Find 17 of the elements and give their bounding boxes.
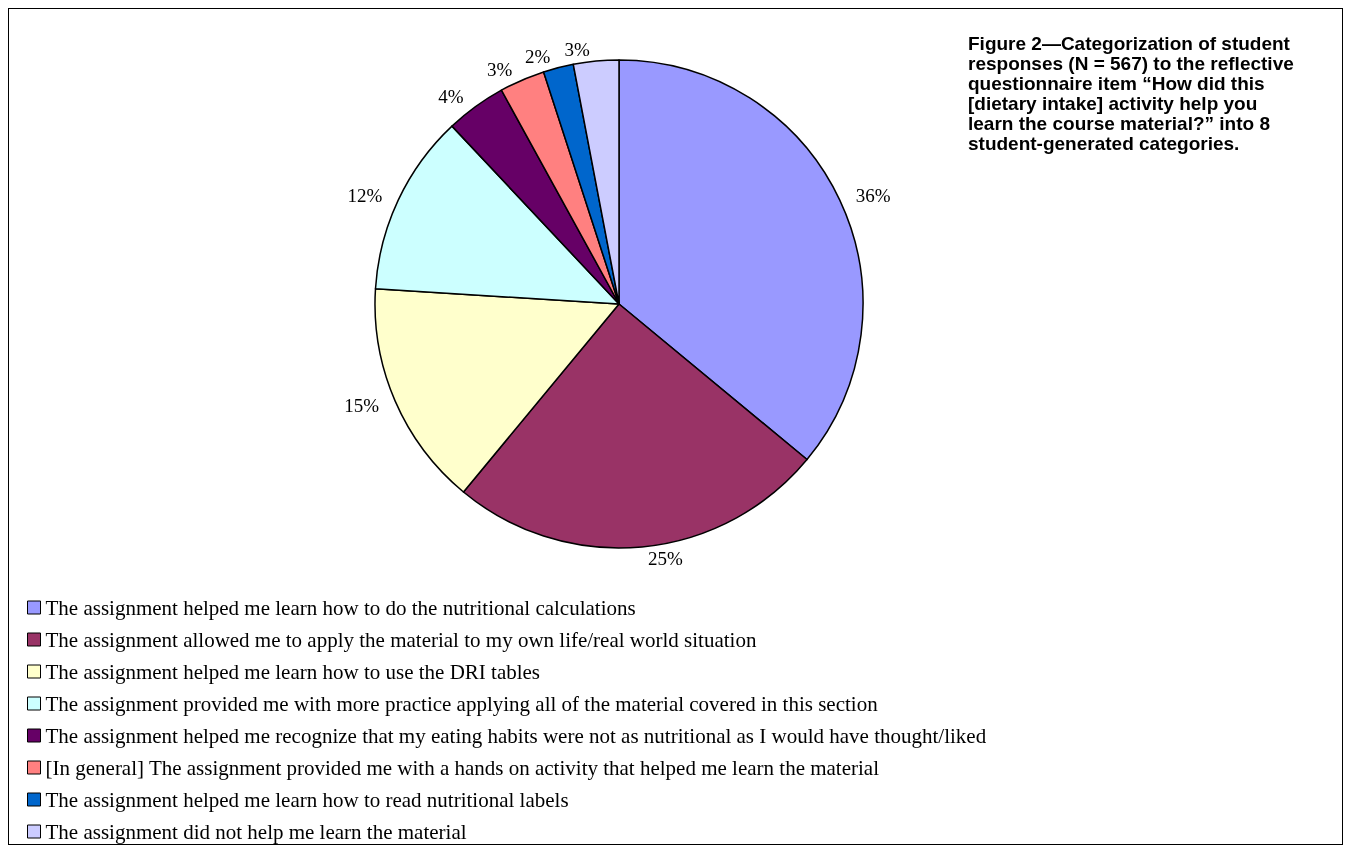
data-label: 15% <box>344 395 380 417</box>
legend-label: The assignment allowed me to apply the material to my own life/real world situation <box>45 627 757 652</box>
data-label: 4% <box>438 86 464 108</box>
data-label: 12% <box>347 184 383 206</box>
data-label: 2% <box>525 45 551 67</box>
text: Figure 2—Categorization of student responses (N = 567) to the reflective questionnaire item “How did this [dietary intake] activity help you learn the course material?” into 8 student-generated categories. <box>968 33 1295 154</box>
legend-label: The assignment helped me recognize that my eating habits were not as nutritional as I would have thought/liked <box>45 723 987 748</box>
data-label: 36% <box>855 184 891 206</box>
legend-label: The assignment helped me learn how to use the DRI tables <box>45 659 541 684</box>
legend-label: The assignment provided me with more practice applying all of the material covered in this section <box>45 691 879 716</box>
data-label: 3% <box>487 58 513 80</box>
legend-label: [In general] The assignment provided me with a hands on activity that helped me learn the material <box>45 755 880 780</box>
legend-label: The assignment helped me learn how to do the nutritional calculations <box>45 595 636 620</box>
legend-label: The assignment did not help me learn the material <box>45 819 467 844</box>
legend-label: The assignment helped me learn how to read nutritional labels <box>45 787 569 812</box>
data-label: 25% <box>648 548 684 570</box>
data-label: 3% <box>564 38 591 60</box>
